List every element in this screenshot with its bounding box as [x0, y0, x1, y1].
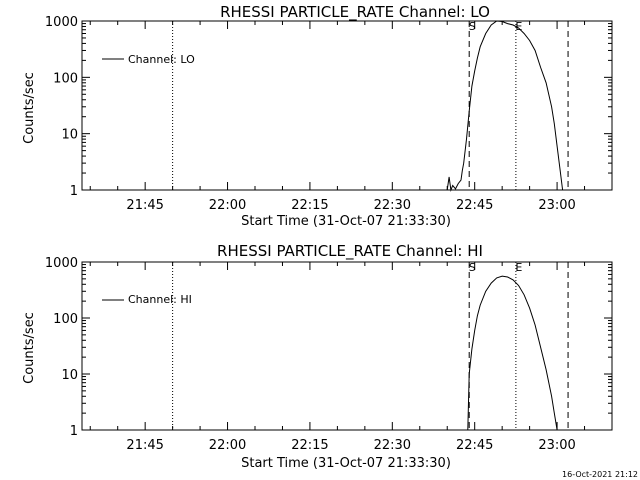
plot-area: S E 1 10 100 1000 21:45 22:00 22:15 22:30 22:45 23:…: [45, 256, 613, 453]
y-axis-label: Counts/sec: [22, 72, 37, 144]
x-tick-label: 22:00: [209, 438, 246, 453]
panel-hi: RHESSI PARTICLE_RATE Channel: HI Start T…: [22, 242, 613, 471]
x-tick-label: 22:00: [209, 198, 246, 213]
legend-label: Channel: LO: [128, 53, 195, 66]
y-tick-label: 1000: [45, 256, 78, 271]
y-tick-label: 100: [53, 71, 78, 86]
chart-title: RHESSI PARTICLE_RATE Channel: LO: [220, 3, 490, 22]
y-axis-label: Counts/sec: [22, 312, 37, 384]
marker-label: S: [469, 20, 476, 33]
x-tick-label: 21:45: [126, 198, 163, 213]
x-tick-label: 22:30: [374, 438, 411, 453]
y-tick-label: 1: [70, 424, 78, 439]
plot-area: S E 1 10 100 1000 21:45 22:00 22:15 22:30 22:45 23:…: [45, 15, 613, 213]
y-tick-label: 1000: [45, 15, 78, 30]
marker-label: E: [515, 261, 522, 274]
axes-frame: [81, 20, 613, 191]
x-tick-label: 22:45: [456, 438, 493, 453]
x-axis-label: Start Time (31-Oct-07 21:33:30): [241, 214, 451, 229]
x-tick-label: 21:45: [126, 438, 163, 453]
x-tick-label: 22:30: [374, 198, 411, 213]
y-tick-label: 100: [53, 312, 78, 327]
x-tick-label: 22:45: [456, 198, 493, 213]
marker-label: E: [515, 20, 522, 33]
x-axis-label: Start Time (31-Oct-07 21:33:30): [241, 456, 451, 471]
y-tick-label: 1: [70, 184, 78, 199]
x-tick-label: 22:15: [291, 198, 328, 213]
chart-title: RHESSI PARTICLE_RATE Channel: HI: [217, 242, 483, 261]
y-tick-label: 10: [61, 368, 78, 383]
y-tick-label: 10: [61, 128, 78, 143]
series-line: [446, 20, 564, 192]
legend-label: Channel: HI: [128, 293, 192, 306]
axes-frame: [81, 261, 613, 431]
x-tick-label: 22:15: [291, 438, 328, 453]
panel-lo: RHESSI PARTICLE_RATE Channel: LO Start T…: [22, 3, 613, 229]
x-tick-label: 23:00: [538, 198, 575, 213]
marker-label: S: [469, 261, 476, 274]
x-tick-label: 23:00: [538, 438, 575, 453]
series-line: [467, 275, 558, 431]
timestamp: 16-Oct-2021 21:12: [562, 470, 638, 479]
